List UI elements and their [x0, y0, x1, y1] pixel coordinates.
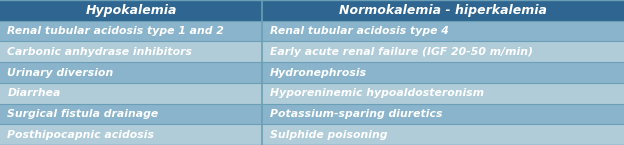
- Bar: [262, 0, 624, 21]
- Text: Hydronephrosis: Hydronephrosis: [270, 68, 367, 77]
- Bar: [262, 124, 624, 145]
- Bar: [262, 21, 624, 41]
- Text: Sulphide poisoning: Sulphide poisoning: [270, 130, 387, 140]
- Text: Renal tubular acidosis type 4: Renal tubular acidosis type 4: [270, 26, 449, 36]
- Text: Diarrhea: Diarrhea: [7, 88, 61, 98]
- Bar: [0, 104, 262, 124]
- Text: Renal tubular acidosis type 1 and 2: Renal tubular acidosis type 1 and 2: [7, 26, 225, 36]
- Bar: [0, 62, 262, 83]
- Text: Hyporeninemic hypoaldosteronism: Hyporeninemic hypoaldosteronism: [270, 88, 484, 98]
- Text: Early acute renal failure (IGF 20-50 m/min): Early acute renal failure (IGF 20-50 m/m…: [270, 47, 532, 57]
- Text: Posthipocapnic acidosis: Posthipocapnic acidosis: [7, 130, 155, 140]
- Text: Urinary diversion: Urinary diversion: [7, 68, 114, 77]
- Bar: [262, 62, 624, 83]
- Bar: [262, 83, 624, 104]
- Text: Carbonic anhydrase inhibitors: Carbonic anhydrase inhibitors: [7, 47, 192, 57]
- Bar: [0, 41, 262, 62]
- Text: Normokalemia - hiperkalemia: Normokalemia - hiperkalemia: [339, 4, 547, 17]
- Text: Potassium-sparing diuretics: Potassium-sparing diuretics: [270, 109, 442, 119]
- Bar: [0, 124, 262, 145]
- Bar: [262, 104, 624, 124]
- Text: Hypokalemia: Hypokalemia: [85, 4, 177, 17]
- Bar: [0, 21, 262, 41]
- Bar: [0, 83, 262, 104]
- Text: Surgical fistula drainage: Surgical fistula drainage: [7, 109, 158, 119]
- Bar: [262, 41, 624, 62]
- Bar: [0, 0, 262, 21]
